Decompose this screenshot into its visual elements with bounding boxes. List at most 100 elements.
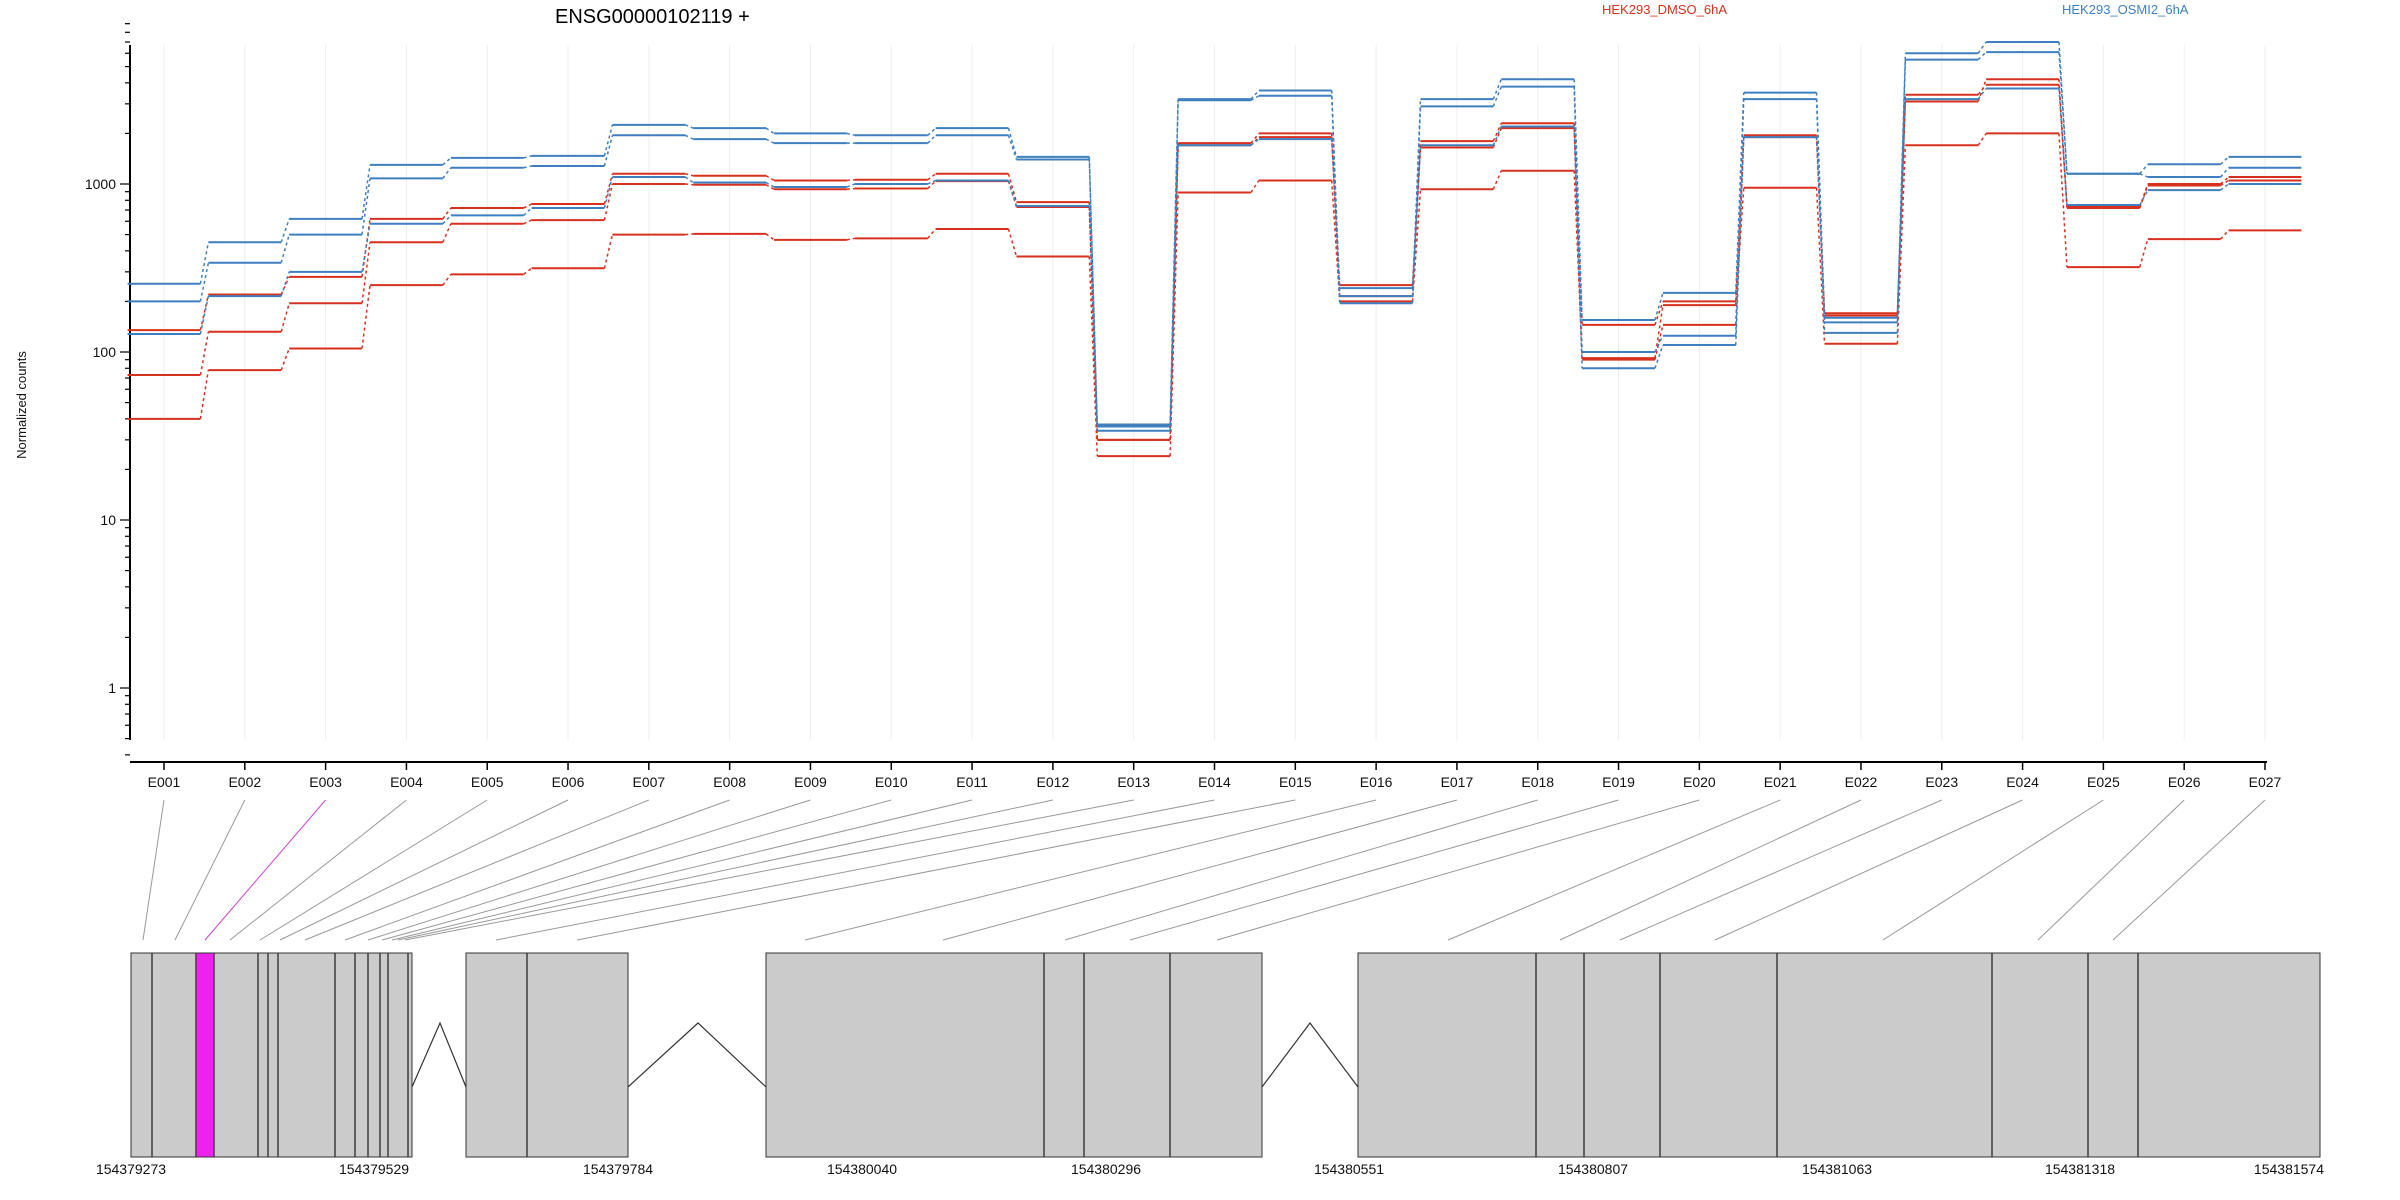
series-connector (199, 242, 210, 284)
series-connector (2139, 238, 2149, 268)
series-connector (442, 273, 452, 286)
x-tick-label: E024 (2006, 774, 2039, 790)
series-connector (1169, 100, 1179, 427)
series-connector (2139, 173, 2149, 178)
series-connector (603, 183, 614, 221)
series-connector (1411, 106, 1422, 304)
exon-connectors (142, 799, 2266, 941)
y-tick-label: 1 (108, 680, 116, 696)
exon-connector (495, 799, 1215, 941)
series-connector (765, 181, 775, 188)
x-tick-label: E012 (1037, 774, 1070, 790)
exon-block (130, 952, 413, 1158)
x-tick-label: E013 (1117, 774, 1150, 790)
x-tick-label: E017 (1441, 774, 1474, 790)
series-lines (127, 41, 2302, 458)
series-connector (442, 157, 452, 166)
exon-connector (2037, 799, 2185, 941)
x-tick-label: E027 (2249, 774, 2282, 790)
series-connector (927, 179, 936, 185)
x-tick-label: E015 (1279, 774, 1312, 790)
series-connector (927, 180, 937, 190)
exon-connector (259, 799, 488, 941)
series-connector (603, 124, 614, 157)
x-tick-label: E025 (2087, 774, 2120, 790)
series-connector (685, 183, 694, 186)
x-tick-label: E011 (956, 774, 988, 790)
series-connector (2058, 88, 2068, 206)
exon-connector (1129, 799, 1619, 941)
series-connector (2058, 84, 2068, 209)
legend-label-osmi2: HEK293_OSMI2_6hA (2062, 2, 2189, 17)
series-connector (2058, 52, 2068, 174)
series-connector (1977, 41, 1987, 54)
series-connector (2220, 229, 2230, 240)
exon-connector (576, 799, 1296, 941)
series-connector (846, 183, 856, 188)
series-connector (1169, 145, 1179, 440)
series-connector (1735, 137, 1745, 346)
exon-connector (1882, 799, 2104, 941)
exon-connector (367, 799, 811, 941)
x-tick-label: E022 (1845, 774, 1878, 790)
exon-connector (279, 799, 569, 941)
series-connector (442, 207, 452, 220)
series-connector (1977, 51, 1987, 61)
series-connector (603, 135, 614, 167)
series-connector (442, 223, 452, 243)
series-connector (2139, 163, 2149, 175)
exon-connector (404, 799, 1134, 941)
y-tick-label: 100 (93, 344, 117, 360)
series-connector (1250, 95, 1260, 101)
exon-connector (204, 799, 326, 941)
series-connector (927, 134, 937, 144)
coordinate-label: 154379273 (96, 1161, 166, 1177)
exon-connector (1216, 799, 1700, 941)
series-connector (1977, 133, 1987, 146)
x-tick-label: E005 (471, 774, 504, 790)
series-connector (684, 124, 694, 129)
x-tick-label: E008 (713, 774, 746, 790)
x-tick-label: E002 (228, 774, 261, 790)
series-connector (1654, 305, 1664, 359)
exon-block (765, 952, 1263, 1158)
series-connector (603, 176, 614, 209)
series-connector (280, 348, 290, 371)
exon-connector (381, 799, 892, 941)
series-connector (765, 175, 775, 182)
series-connector (1896, 99, 1907, 323)
x-axis: E001 E002 E003 E004 E005 E006 E007 E008 E009 E010… (130, 761, 2282, 790)
x-tick-label: E019 (1602, 774, 1635, 790)
coordinate-label: 154381318 (2045, 1161, 2115, 1177)
exon-block (1357, 952, 2321, 1158)
exon-connector (1447, 799, 1781, 941)
series-connector (685, 233, 694, 236)
exon-connector (1714, 799, 2023, 941)
coordinate-label: 154379529 (339, 1161, 409, 1177)
exon-connector (142, 799, 165, 941)
series-connector (1007, 127, 1018, 158)
series-connector (1330, 180, 1341, 302)
series-connector (1088, 205, 1099, 431)
series-connector (1007, 180, 1018, 207)
series-connector (1815, 137, 1826, 323)
series-connector (1815, 187, 1826, 344)
series-connector (927, 127, 937, 136)
series-connector (1896, 101, 1907, 314)
series-connector (1573, 86, 1583, 353)
series-connector (1250, 132, 1260, 144)
series-line (127, 51, 2302, 428)
series-connector (2220, 167, 2230, 178)
series-connector (1250, 90, 1260, 100)
series-connector (361, 223, 371, 272)
series-connector (523, 207, 533, 216)
series-connector (1169, 192, 1179, 457)
grid-lines (163, 45, 2266, 740)
coordinate-label: 154379784 (583, 1161, 653, 1177)
x-tick-label: E010 (875, 774, 908, 790)
x-tick-label: E014 (1198, 774, 1231, 790)
y-tick-label: 1000 (85, 176, 116, 192)
series-connector (1654, 344, 1664, 369)
exon-connector (174, 799, 246, 941)
